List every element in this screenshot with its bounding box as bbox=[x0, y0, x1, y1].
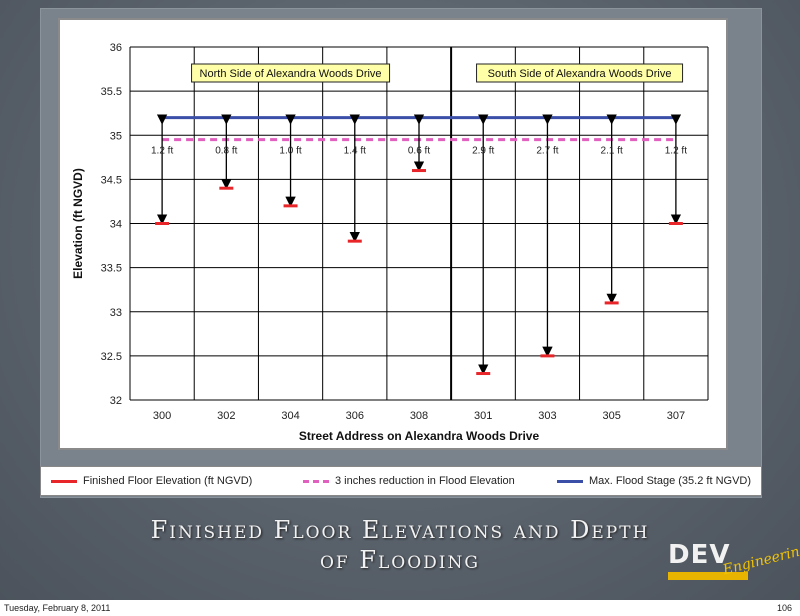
y-tick-label: 32 bbox=[110, 395, 122, 407]
legend-item-flood: Max. Flood Stage (35.2 ft NGVD) bbox=[557, 467, 751, 495]
y-tick-label: 34 bbox=[110, 219, 122, 231]
side-label-text: North Side of Alexandra Woods Drive bbox=[200, 68, 382, 80]
logo-bar bbox=[668, 572, 748, 580]
page-number: 106 bbox=[776, 603, 792, 613]
y-tick-label: 33.5 bbox=[101, 263, 122, 275]
depth-label: 0.8 ft bbox=[215, 146, 237, 157]
depth-label: 1.0 ft bbox=[279, 146, 301, 157]
footer-date: Tuesday, February 8, 2011 bbox=[4, 603, 111, 613]
side-label-text: South Side of Alexandra Woods Drive bbox=[488, 68, 672, 80]
depth-label: 2.1 ft bbox=[601, 146, 623, 157]
y-tick-label: 33 bbox=[110, 307, 122, 319]
y-axis-title: Elevation (ft NGVD) bbox=[71, 168, 85, 279]
x-axis-title: Street Address on Alexandra Woods Drive bbox=[299, 429, 540, 443]
legend-label-floor: Finished Floor Elevation (ft NGVD) bbox=[83, 475, 253, 487]
legend-swatch-reduction bbox=[303, 479, 329, 483]
slide-title-line1: Finished Floor Elevations and Depth bbox=[150, 516, 650, 544]
logo-script: Engineering bbox=[721, 541, 800, 579]
slide-title-line2: of Flooding bbox=[320, 546, 480, 574]
chart-svg: 32 32.5 33 33.5 34 34.5 35 35.5 36 300 302 304 306 30… bbox=[71, 42, 709, 443]
x-tick-label: 307 bbox=[667, 410, 685, 422]
depth-label: 1.2 ft bbox=[665, 146, 687, 157]
depth-label: 2.9 ft bbox=[472, 146, 494, 157]
depth-label: 0.6 ft bbox=[408, 146, 430, 157]
x-tick-label: 301 bbox=[474, 410, 492, 422]
y-tick-label: 36 bbox=[110, 42, 122, 54]
x-tick-label: 308 bbox=[410, 410, 428, 422]
y-tick-label: 35.5 bbox=[101, 86, 122, 98]
side-label-box bbox=[191, 63, 391, 83]
slide-title: Finished Floor Elevations and Depth of F… bbox=[0, 515, 800, 575]
y-tick-label: 35 bbox=[110, 130, 122, 142]
depth-label: 1.2 ft bbox=[151, 146, 173, 157]
y-tick-label: 32.5 bbox=[101, 351, 122, 363]
x-tick-label: 303 bbox=[538, 410, 556, 422]
y-tick-label: 34.5 bbox=[101, 174, 122, 186]
company-logo: DEV Engineering bbox=[660, 540, 800, 588]
legend-label-flood: Max. Flood Stage (35.2 ft NGVD) bbox=[589, 475, 752, 487]
legend-item-reduction: 3 inches reduction in Flood Elevation bbox=[303, 467, 515, 495]
depth-label: 1.4 ft bbox=[344, 146, 366, 157]
legend-swatch-flood bbox=[557, 479, 583, 483]
legend-swatch-floor bbox=[51, 479, 77, 483]
footer: Tuesday, February 8, 2011 106 bbox=[0, 600, 800, 616]
x-tick-label: 304 bbox=[281, 410, 299, 422]
legend-label-reduction: 3 inches reduction in Flood Elevation bbox=[335, 475, 515, 487]
side-label-box bbox=[476, 63, 684, 83]
x-tick-label: 305 bbox=[602, 410, 620, 422]
x-tick-label: 306 bbox=[346, 410, 364, 422]
depth-label: 2.7 ft bbox=[536, 146, 558, 157]
legend-item-floor: Finished Floor Elevation (ft NGVD) bbox=[51, 467, 252, 495]
legend: Finished Floor Elevation (ft NGVD) 3 inc… bbox=[40, 466, 762, 496]
chart-panel: 32 32.5 33 33.5 34 34.5 35 35.5 36 300 302 304 306 30… bbox=[58, 18, 728, 450]
logo-text: DEV bbox=[668, 540, 731, 570]
x-tick-label: 300 bbox=[153, 410, 171, 422]
x-tick-label: 302 bbox=[217, 410, 235, 422]
